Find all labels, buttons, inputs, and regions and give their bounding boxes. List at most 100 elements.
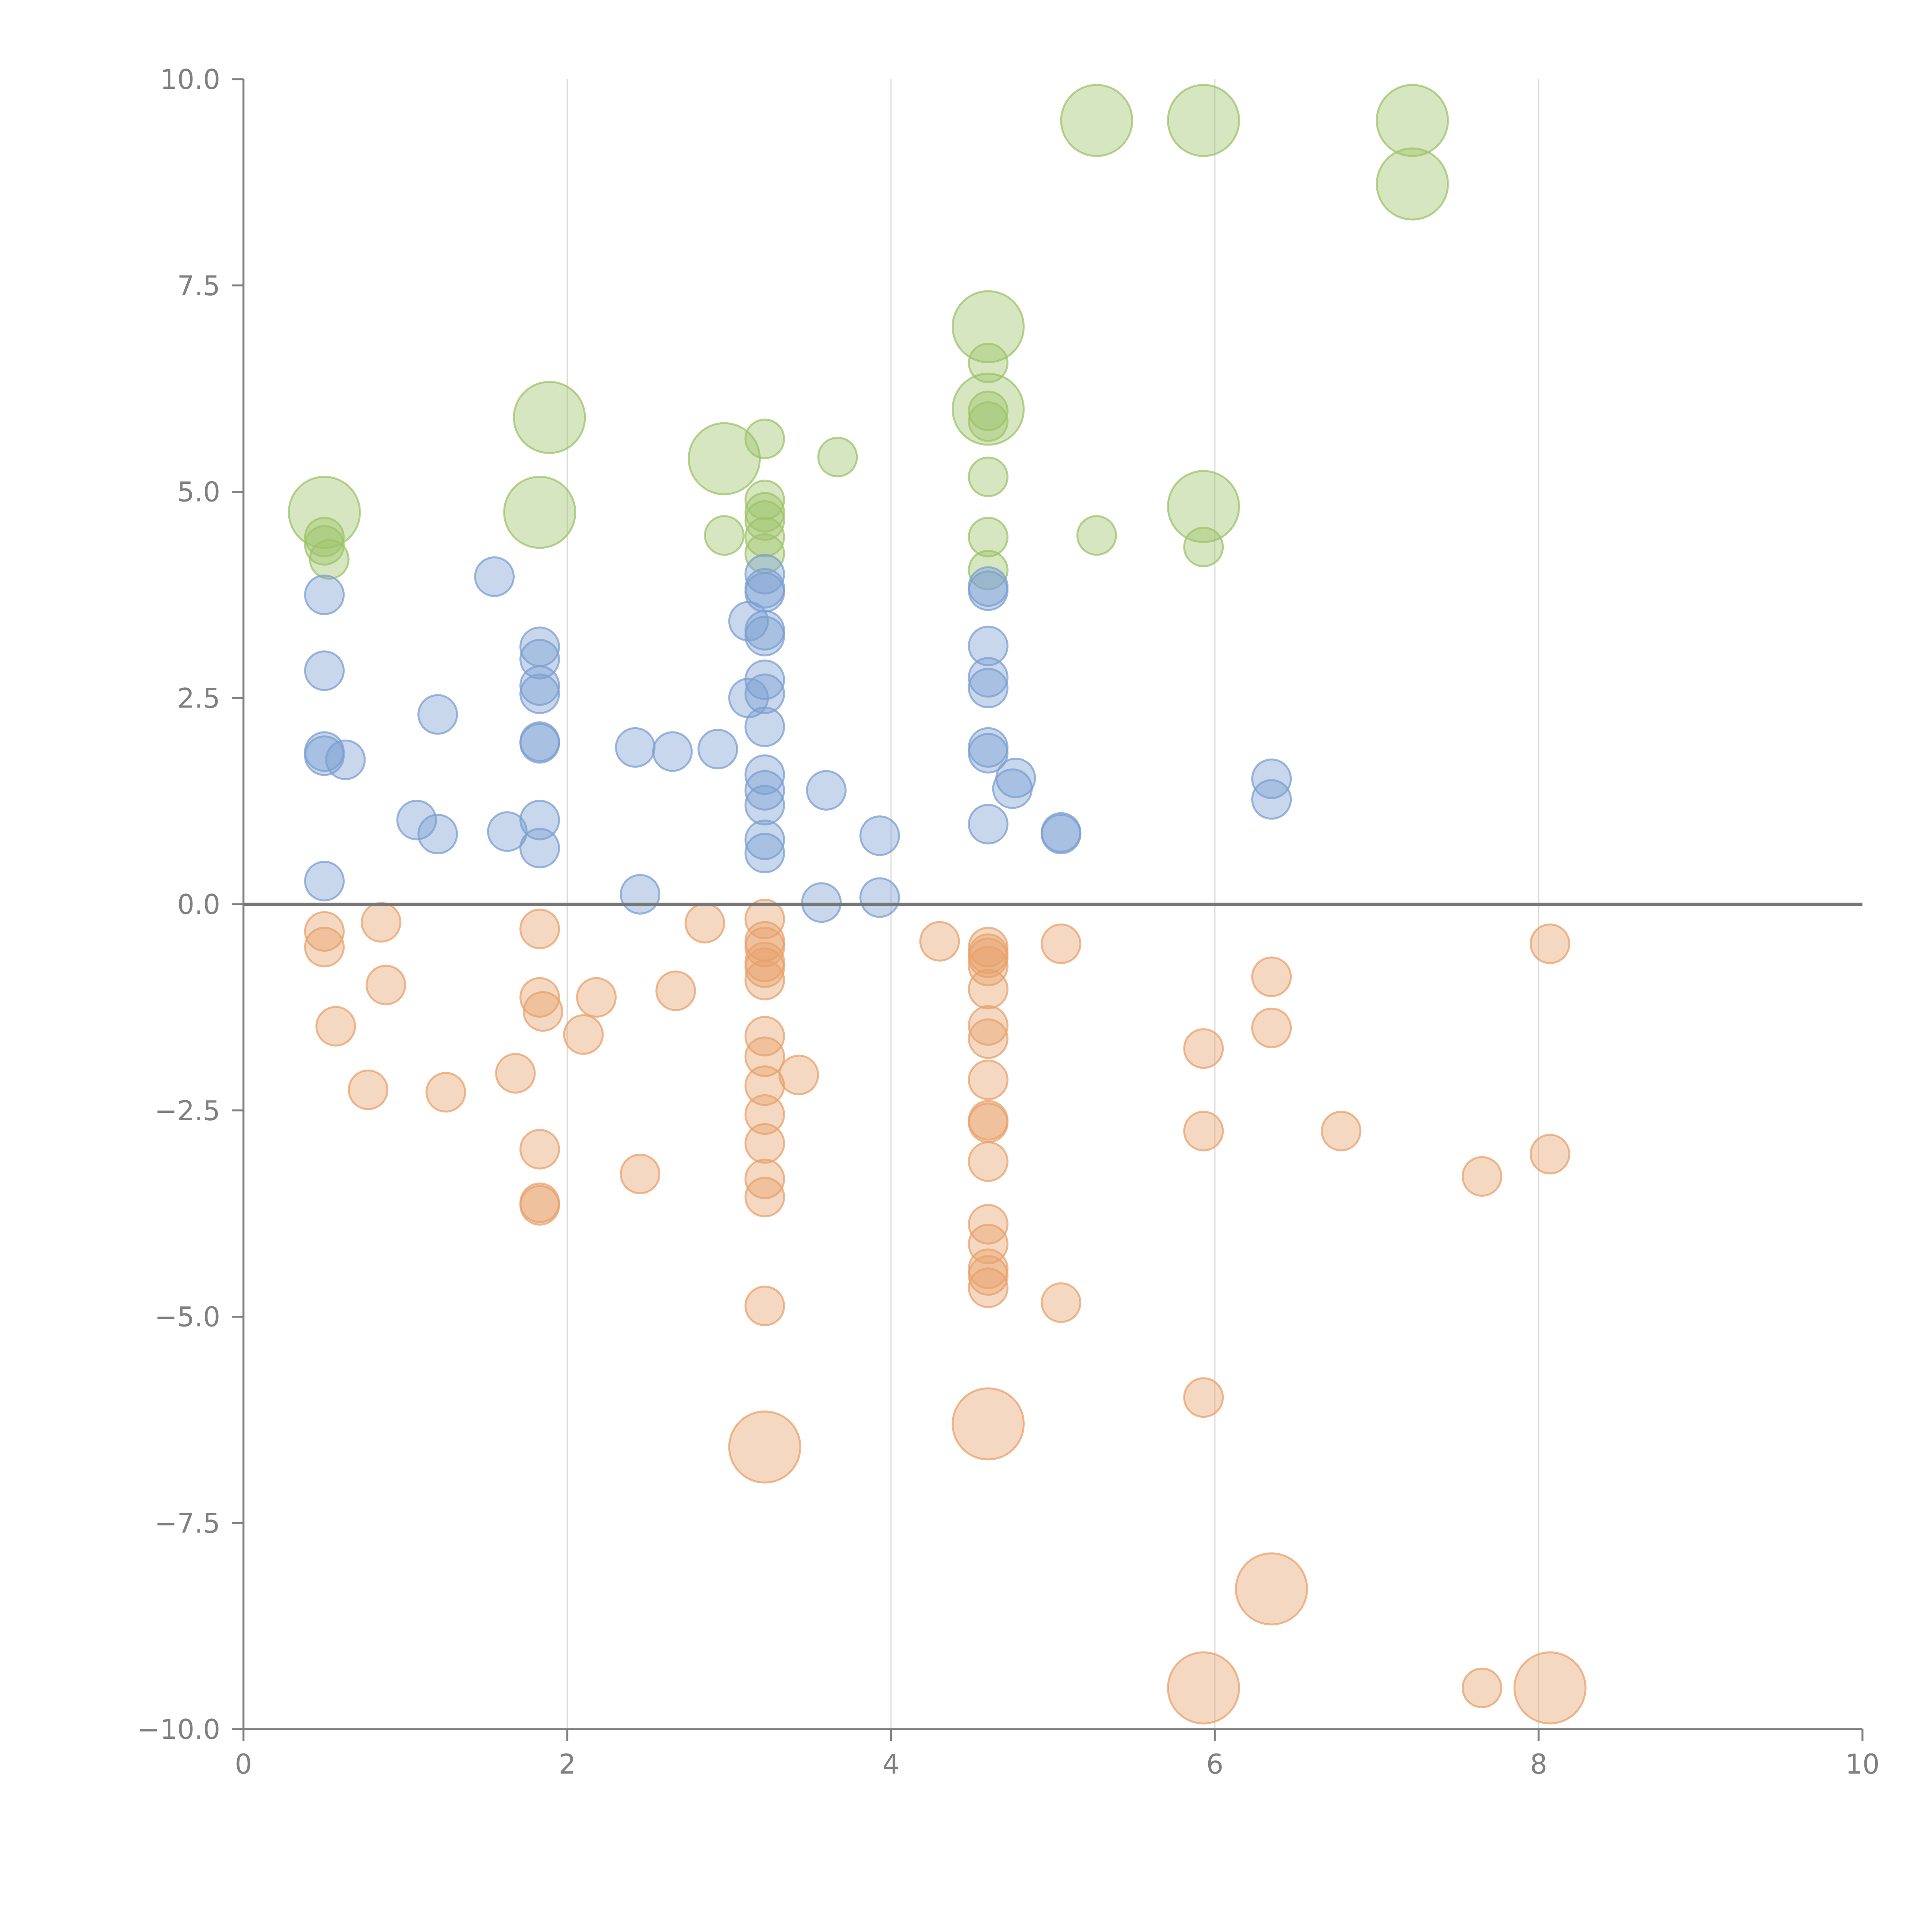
bubble-low-30 [744,1158,785,1199]
bubble-low-3 [348,1069,389,1110]
bubble-low-51 [968,1267,1009,1308]
bubble-mid-14 [519,673,560,714]
bubble-mid-10 [487,811,528,852]
bubble-mid-0 [304,574,345,615]
bubble-low-53 [1041,923,1082,964]
bubble-mid-16 [519,723,560,764]
bubble-mid-34 [744,770,785,811]
bubble-mid-41 [859,877,900,918]
bubble-low-48 [968,1224,1009,1265]
bubble-low-45 [968,1102,1009,1143]
bubble-high-28 [1167,470,1240,543]
y-tick-label-7: −7.5 [155,1507,220,1539]
y-tick-label-0: 10.0 [160,64,220,95]
bubble-mid-13 [519,665,560,706]
bubble-low-11 [519,1129,560,1170]
bubble-low-46 [968,1141,1009,1182]
bubble-mid-33 [744,754,785,795]
bubble-mid-53 [1041,814,1082,855]
bubble-mid-5 [304,861,345,901]
x-tick-label-0: 0 [235,1748,252,1780]
bubble-mid-21 [652,731,693,772]
bubble-low-5 [366,964,406,1005]
bubble-mid-32 [744,706,785,747]
bubble-low-27 [744,1065,785,1106]
bubble-mid-54 [1251,758,1292,799]
bubble-low-26 [744,1036,785,1077]
bubble-low-64 [1461,1667,1502,1708]
bubble-mid-49 [968,804,1009,845]
bubble-mid-8 [417,814,458,855]
bubble-high-7 [968,390,1009,431]
bubble-low-31 [744,1177,785,1218]
ticks: 0 2 4 6 8 10 10.0 7.5 5.0 2.5 0.0 −2.5 −5.0 −7.5 −10.0 [137,64,1879,1780]
bubble-low-65 [1529,923,1570,964]
bubble-low-39 [968,946,1009,986]
bubble-low-56 [1183,1111,1224,1151]
bubble-mid-25 [744,554,785,595]
bubble-high-17 [503,476,577,549]
y-tick-label-4: 0.0 [177,889,220,920]
bubble-low-4 [361,902,401,943]
bubble-low-15 [576,977,617,1018]
bubble-low-21 [744,927,785,968]
bubble-low-42 [968,1018,1009,1059]
bubble-low-43 [968,1060,1009,1100]
bubble-high-16 [309,539,350,580]
bubble-high-8 [968,401,1009,442]
bubble-high-25 [968,517,1009,558]
bubble-mid-30 [744,659,785,700]
bubble-mid-19 [615,727,656,768]
bubble-mid-9 [474,556,515,597]
bubble-low-59 [1251,956,1292,997]
bubble-mid-6 [396,799,437,840]
bubble-mid-35 [744,785,785,826]
bubble-mid-45 [968,657,1009,698]
y-tick-label-1: 7.5 [177,270,220,302]
bubble-low-61 [1235,1552,1308,1626]
bubble-high-29 [1183,527,1224,568]
bubble-high-0 [1060,84,1133,157]
bubble-high-12 [817,437,858,478]
bubble-low-32 [744,1286,785,1327]
bubble-low-10 [522,991,563,1032]
bubbles [288,84,1587,1725]
bubble-low-62 [1321,1111,1362,1151]
x-tick-label-2: 4 [883,1748,900,1780]
bubble-low-55 [1183,1028,1224,1069]
bubble-high-27 [1076,515,1117,556]
bubble-mid-7 [417,694,458,735]
bubble-low-66 [1529,1134,1570,1175]
bubble-mid-17 [519,799,560,840]
bubble-high-3 [1376,147,1449,221]
bubble-low-25 [744,1016,785,1057]
bubble-low-14 [563,1014,604,1055]
y-tick-label-8: −10.0 [137,1714,220,1745]
bubble-mid-22 [697,729,738,770]
bubble-low-9 [519,977,560,1018]
y-tick-label-3: 2.5 [177,682,220,714]
bubble-low-6 [425,1072,466,1113]
bubble-mid-44 [968,626,1009,667]
bubble-high-9 [513,381,586,454]
bubble-low-17 [655,970,696,1011]
bubble-low-7 [495,1053,536,1094]
bubble-high-21 [744,500,785,541]
bubble-low-54 [1041,1282,1082,1323]
bubble-low-41 [968,1005,1009,1046]
bubble-mid-48 [968,733,1009,774]
x-tick-label-5: 10 [1845,1748,1879,1780]
bubble-mid-46 [968,668,1009,709]
bubble-mid-55 [1251,779,1292,820]
bubble-mid-4 [325,739,366,780]
bubble-low-63 [1461,1156,1502,1197]
bubble-high-10 [687,422,761,495]
bubble-low-60 [1251,1007,1292,1048]
bubble-high-22 [744,517,785,558]
y-tick-label-5: −2.5 [155,1095,220,1127]
bubble-mid-36 [744,819,785,860]
bubble-low-2 [315,1006,356,1047]
x-tick-label-3: 6 [1206,1748,1224,1780]
bubble-high-11 [744,418,785,459]
